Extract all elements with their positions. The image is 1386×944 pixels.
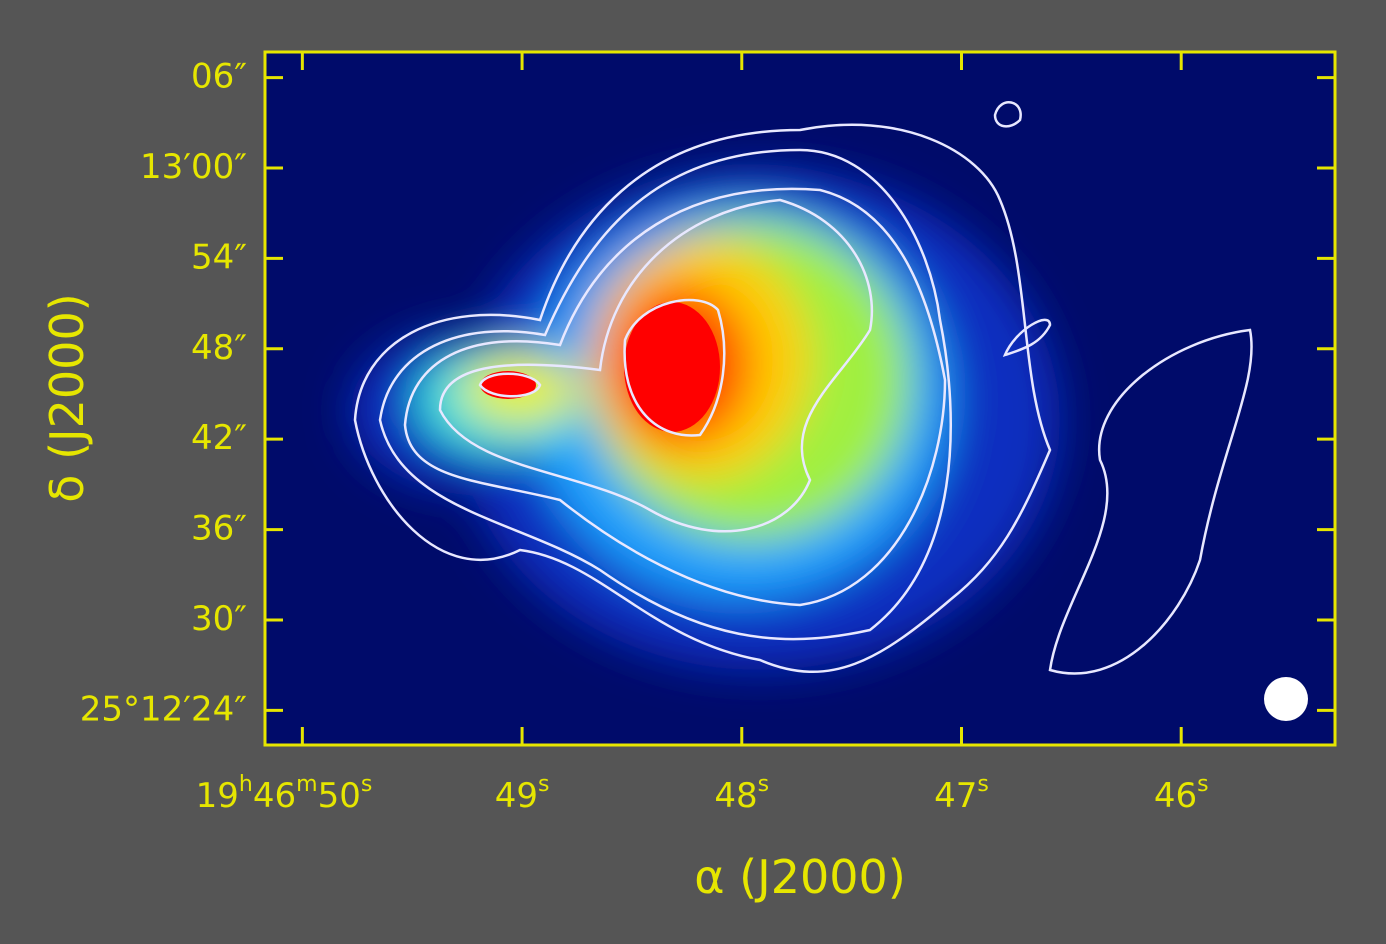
peak xyxy=(480,371,536,399)
intensity-map xyxy=(265,52,1335,745)
y-tick-label: 30″ xyxy=(191,598,247,638)
y-tick-label: 06″ xyxy=(191,56,247,96)
y-tick-label: 13′00″ xyxy=(140,147,247,187)
y-tick-label: 36″ xyxy=(191,508,247,548)
y-tick-label: 25°12′24″ xyxy=(80,689,247,729)
contours xyxy=(353,101,1253,675)
peak xyxy=(624,302,720,432)
x-tick-label: 46s xyxy=(1154,772,1209,816)
y-tick-label: 48″ xyxy=(191,327,247,367)
beam xyxy=(1264,677,1308,721)
emission xyxy=(350,170,1060,670)
y-tick-label: 54″ xyxy=(191,237,247,277)
x-tick-label: 47s xyxy=(934,772,989,816)
x-tick-label: 49s xyxy=(495,772,550,816)
x-tick-label: 48s xyxy=(714,772,769,816)
x-axis-label: α (J2000) xyxy=(694,850,906,904)
frame xyxy=(263,50,1337,747)
y-axis-label: δ (J2000) xyxy=(40,293,94,502)
y-tick-label: 42″ xyxy=(191,418,247,458)
x-tick-label: 19h46m50s xyxy=(196,772,373,816)
